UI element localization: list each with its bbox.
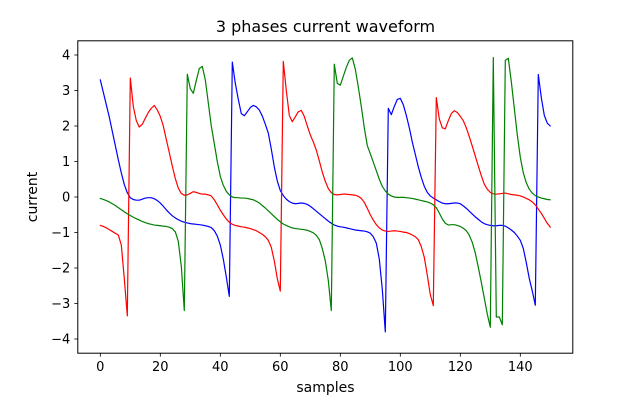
y-axis-label: current xyxy=(25,171,41,223)
y-tick-label: −2 xyxy=(51,262,70,277)
series-line-phase-red xyxy=(99,60,551,317)
y-tick-label: 3 xyxy=(62,84,70,99)
series-line-phase-blue xyxy=(99,61,551,333)
x-axis-ticks: 0 20 40 60 80 100 120 140 xyxy=(96,353,533,375)
x-tick-label: 20 xyxy=(152,360,169,375)
y-tick-label: 0 xyxy=(62,191,70,206)
x-axis-label: samples xyxy=(296,380,355,396)
y-tick-label: 4 xyxy=(62,49,70,64)
series-line-phase-green xyxy=(99,56,551,328)
x-tick-label: 60 xyxy=(272,360,289,375)
axes-frame xyxy=(77,40,574,354)
x-tick-label: 40 xyxy=(212,360,229,375)
x-tick-label: 80 xyxy=(332,360,349,375)
x-tick-label: 140 xyxy=(508,360,533,375)
x-tick-label: 100 xyxy=(388,360,413,375)
chart-title: 3 phases current waveform xyxy=(215,17,436,36)
x-tick-label: 0 xyxy=(96,360,104,375)
series-lines xyxy=(99,56,551,333)
y-tick-label: −4 xyxy=(51,333,70,348)
y-axis-ticks: −4 −3 −2 −1 0 1 2 3 4 xyxy=(51,49,78,348)
y-tick-label: 1 xyxy=(62,155,70,170)
y-tick-label: −3 xyxy=(51,297,70,312)
y-tick-label: 2 xyxy=(62,120,70,135)
x-tick-label: 120 xyxy=(448,360,473,375)
y-tick-label: −1 xyxy=(51,226,70,241)
